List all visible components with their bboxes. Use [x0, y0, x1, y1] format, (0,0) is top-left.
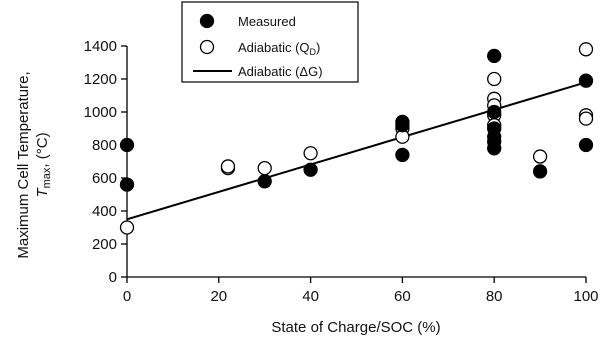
- adiabatic-qd-point-0: [119, 220, 135, 235]
- y-axis-label-subscript: max: [41, 167, 53, 188]
- measured-point-1: [119, 177, 135, 192]
- measured-point-6: [395, 147, 410, 163]
- x-axis-label: State of Charge/SOC (%): [271, 319, 440, 336]
- legend-label-adiabatic-dg: Adiabatic (ΔG): [238, 64, 323, 79]
- fit-line-layer: [126, 81, 587, 221]
- measured-point-15: [578, 137, 594, 153]
- y-tick-label-5: 1000: [84, 104, 117, 121]
- y-axis-label-line1: Maximum Cell Temperature,: [15, 71, 32, 258]
- x-tick-label-1: 20: [210, 288, 227, 305]
- x-ticks: 0 20 40 60 80 100: [123, 277, 599, 305]
- y-tick-label-3: 600: [92, 170, 117, 187]
- legend-label-adiabatic-qd-rest: ): [316, 40, 320, 55]
- y-tick-label-4: 800: [92, 137, 117, 154]
- measured-point-0: [119, 137, 135, 153]
- adiabatic-dg-line: [126, 81, 587, 221]
- adiabatic-qd-point-7: [487, 71, 502, 87]
- adiabatic-qd-point-12: [532, 149, 548, 164]
- legend-label-measured: Measured: [238, 14, 296, 29]
- legend: Measured Adiabatic (QD) Adiabatic (ΔG): [181, 1, 359, 83]
- measured-point-12: [487, 141, 502, 156]
- x-tick-label-2: 40: [302, 288, 319, 305]
- x-tick-label-3: 60: [394, 288, 411, 305]
- y-tick-label-0: 0: [109, 269, 117, 286]
- measured-point-13: [532, 164, 548, 179]
- adiabatic-qd-point-13: [578, 42, 594, 57]
- y-tick-label-6: 1200: [84, 71, 117, 88]
- adiabatic-qd-point-2: [220, 159, 236, 174]
- y-axis-label-line2: Tmax, (°C): [34, 132, 53, 197]
- measured-point-8: [487, 104, 502, 120]
- adiabatic-qd-point-3: [257, 160, 272, 176]
- legend-label-adiabatic-qd: Adiabatic (QD): [238, 40, 320, 57]
- legend-marker-measured: [199, 13, 215, 29]
- y-axis-label: Maximum Cell Temperature, Tmax, (°C): [15, 71, 53, 258]
- y-tick-label-2: 400: [92, 203, 117, 220]
- legend-label-adiabatic-qd-sub: D: [310, 47, 317, 57]
- measured-point-7: [487, 48, 502, 64]
- measured-point-14: [578, 73, 594, 88]
- x-tick-label-4: 80: [486, 288, 503, 305]
- y-ticks: 0 200 400 600 800 1000 1200 1400: [84, 38, 127, 286]
- points-layer: [119, 42, 594, 235]
- adiabatic-qd-point-4: [303, 146, 318, 161]
- y-tick-label-7: 1400: [84, 38, 117, 55]
- legend-label-adiabatic-qd-main: Adiabatic (Q: [238, 40, 310, 55]
- x-tick-label-5: 100: [573, 288, 598, 305]
- adiabatic-qd-point-15: [578, 111, 594, 126]
- y-axis-label-unit: , (°C): [34, 132, 51, 167]
- y-tick-label-1: 200: [92, 236, 117, 253]
- legend-marker-adiabatic-qd: [199, 39, 215, 55]
- y-axis-label-symbol: T: [34, 187, 51, 198]
- measured-point-5: [395, 118, 410, 133]
- measured-point-3: [303, 162, 318, 177]
- measured-point-2: [257, 174, 272, 189]
- x-tick-label-0: 0: [123, 288, 131, 305]
- axes: [126, 46, 586, 278]
